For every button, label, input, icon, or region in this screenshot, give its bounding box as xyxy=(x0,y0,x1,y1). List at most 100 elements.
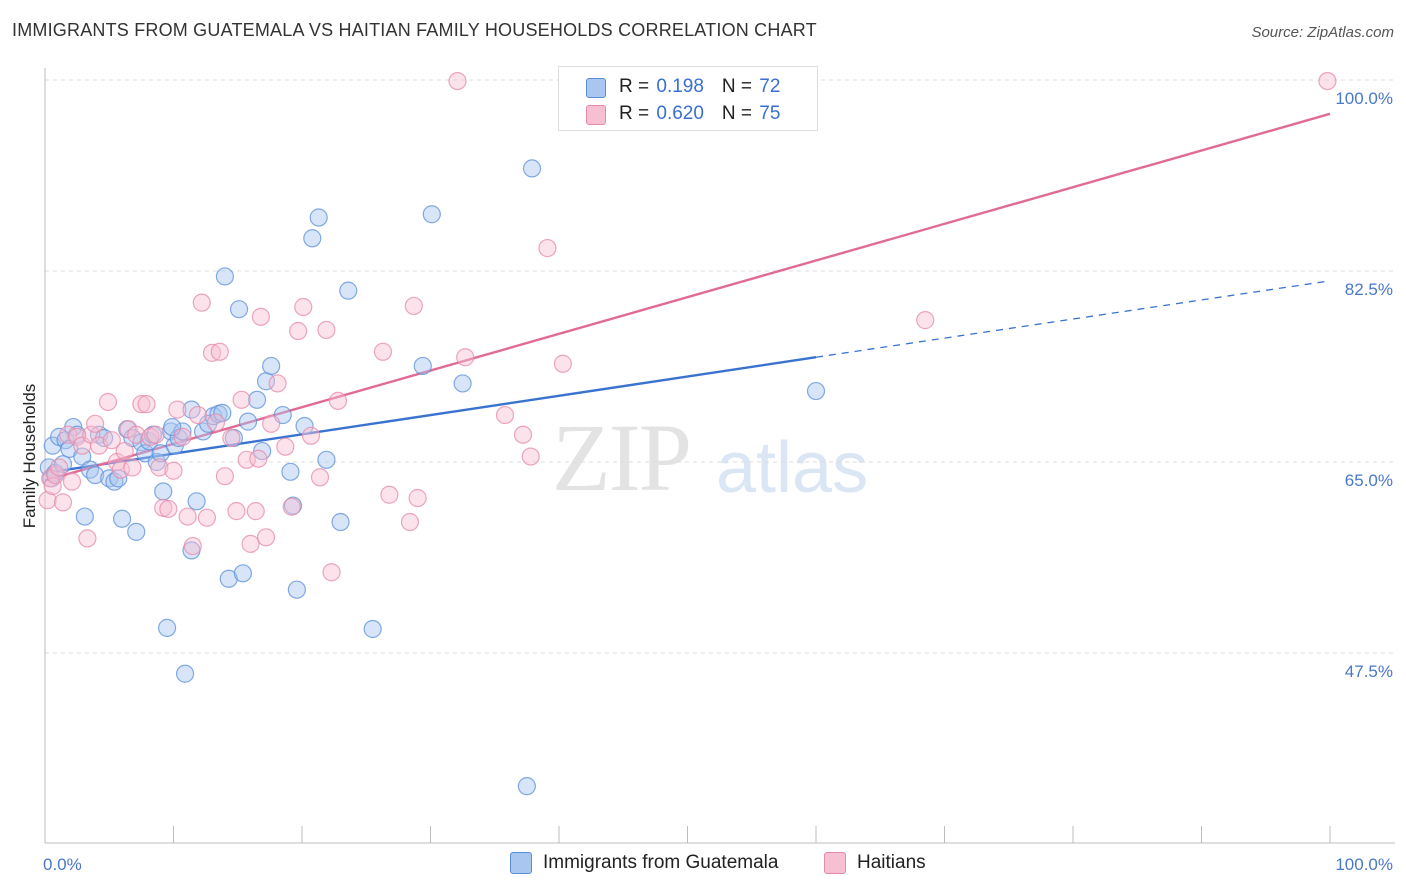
bottom-legend-haitians: Haitians xyxy=(824,852,926,874)
legend-r-label: R = xyxy=(619,76,655,97)
haitians-point xyxy=(43,476,62,496)
haitians-point xyxy=(256,528,276,547)
haitians-point xyxy=(328,391,348,410)
haitians-point xyxy=(102,431,121,450)
haitians-point xyxy=(448,71,467,91)
haitians-point xyxy=(150,458,169,477)
haitians-point xyxy=(188,405,208,425)
guatemala-point xyxy=(309,208,328,227)
haitians-point xyxy=(513,425,533,444)
guatemala-point xyxy=(247,390,267,409)
haitians-point xyxy=(322,563,341,582)
haitians-point xyxy=(68,427,87,446)
y-tick-label: 82.5% xyxy=(1345,280,1393,299)
haitians-point xyxy=(1318,71,1337,91)
haitians-point xyxy=(404,296,423,316)
haitians-point xyxy=(111,460,130,479)
haitians-point xyxy=(164,461,183,480)
guatemala-point xyxy=(112,509,132,528)
haitians-point xyxy=(289,321,308,341)
legend-row-guatemala: R = 0.198 N = 72 xyxy=(586,74,781,100)
guatemala-point xyxy=(317,450,336,469)
haitians-point xyxy=(210,342,229,361)
haitians-point xyxy=(310,468,330,487)
haitians-point xyxy=(127,425,146,444)
haitians-point xyxy=(268,374,287,393)
x-tick-label: 0.0% xyxy=(43,855,82,874)
guatemala-point xyxy=(233,564,252,583)
y-tick-label: 47.5% xyxy=(1345,662,1393,681)
haitians-point xyxy=(192,293,211,312)
guatemala-point xyxy=(157,618,177,637)
haitians-point xyxy=(115,441,134,461)
guatemala-point xyxy=(229,300,249,319)
haitians-point xyxy=(400,512,420,532)
haitians-point xyxy=(183,536,202,556)
haitians-point xyxy=(98,392,118,412)
x-tick-label: 100.0% xyxy=(1335,855,1393,874)
legend-swatch-haitians xyxy=(586,105,606,125)
legend-r-value: 0.620 xyxy=(656,103,704,124)
haitians-point xyxy=(178,507,197,526)
guatemala-point xyxy=(75,507,94,526)
guatemala-point xyxy=(215,267,234,286)
haitians-point xyxy=(553,354,572,373)
haitians-point xyxy=(317,320,336,340)
guatemala-point xyxy=(303,229,322,248)
watermark-atlas: atlas xyxy=(716,428,869,508)
guatemala-point xyxy=(413,356,432,376)
guatemala-point xyxy=(287,580,306,599)
haitians-point xyxy=(168,400,187,419)
legend-n-label: N = xyxy=(721,103,758,124)
haitians-point xyxy=(227,502,246,521)
guatemala-point xyxy=(154,482,173,501)
haitians-point xyxy=(215,467,234,486)
guatemala-point xyxy=(262,356,281,376)
bottom-legend-label-haitians: Haitians xyxy=(857,852,926,873)
haitians-point xyxy=(78,529,97,548)
haitians-trend-line xyxy=(44,112,1331,482)
legend-n-value: 75 xyxy=(759,103,781,124)
legend-n-value: 72 xyxy=(759,76,781,97)
haitians-point xyxy=(373,342,393,361)
legend-n-label: N = xyxy=(721,76,758,97)
y-tick-label: 65.0% xyxy=(1345,471,1393,490)
correlation-legend: R = 0.198 N = 72 R = 0.620 N = 75 xyxy=(558,66,818,131)
guatemala-point xyxy=(213,403,232,422)
bottom-legend-guatemala: Immigrants from Guatemala xyxy=(510,852,778,874)
guatemala-point xyxy=(281,462,300,481)
haitians-point xyxy=(246,502,265,521)
y-tick-label: 100.0% xyxy=(1335,89,1393,108)
guatemala-point xyxy=(86,465,105,485)
haitians-point xyxy=(86,414,105,433)
data-points xyxy=(38,71,1337,796)
legend-swatch-guatemala xyxy=(586,78,606,98)
legend-r-label: R = xyxy=(619,103,655,124)
haitians-point xyxy=(262,414,281,433)
haitians-point xyxy=(251,307,270,326)
haitians-point xyxy=(62,472,82,491)
guatemala-point xyxy=(151,444,170,463)
haitians-point xyxy=(538,238,557,258)
haitians-point xyxy=(408,488,427,508)
guatemala-point xyxy=(175,664,195,683)
guatemala-point xyxy=(339,281,358,300)
guatemala-point xyxy=(80,460,100,479)
guatemala-point xyxy=(238,412,258,431)
guatemala-point xyxy=(422,205,441,224)
guatemala-point xyxy=(363,619,382,639)
haitians-point xyxy=(222,428,241,448)
axes xyxy=(44,68,1395,844)
haitians-point xyxy=(132,395,151,414)
haitians-point xyxy=(137,395,156,414)
guatemala-point xyxy=(219,569,238,588)
tick-labels: 100.0% 82.5% 65.0% 47.5% 0.0% 100.0% Family Ho… xyxy=(20,89,1393,874)
chart-source: Source: ZipAtlas.com xyxy=(1251,24,1394,41)
guatemala-point xyxy=(331,512,350,532)
guatemala-trend-line-extension xyxy=(815,280,1331,358)
haitians-point xyxy=(916,311,935,330)
haitians-point xyxy=(197,508,217,527)
guatemala-point xyxy=(517,777,536,796)
haitians-point xyxy=(241,534,260,553)
